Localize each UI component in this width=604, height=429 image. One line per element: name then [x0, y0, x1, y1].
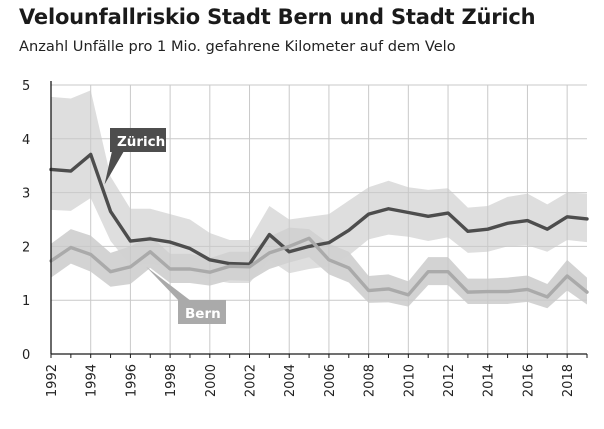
x-tick-label-2000: 2000	[204, 364, 219, 397]
zrich-line	[49, 152, 589, 266]
zrich-band	[51, 90, 587, 283]
y-tick-label-4: 4	[22, 133, 30, 148]
x-tick-label-2006: 2006	[323, 364, 338, 397]
zurich-label-pointer	[104, 151, 124, 185]
annotations: Zürich Bern	[104, 128, 226, 324]
bern-band	[51, 227, 587, 309]
x-tick-label-2018: 2018	[561, 364, 576, 397]
confidence-bands	[51, 90, 587, 309]
bern-label-pointer	[146, 266, 191, 301]
x-tick-label-1998: 1998	[164, 364, 179, 397]
bern-label: Bern	[185, 306, 221, 322]
y-tick-label-1: 1	[22, 294, 30, 309]
x-tick-label-2012: 2012	[442, 364, 457, 397]
chart-title: Velounfallriskio Stadt Bern und Stadt Zü…	[19, 5, 536, 29]
y-tick-label-0: 0	[22, 348, 30, 363]
bern-line	[49, 236, 589, 299]
chart-subtitle: Anzahl Unfälle pro 1 Mio. gefahrene Kilo…	[19, 38, 456, 55]
x-tick-label-1992: 1992	[45, 364, 60, 397]
x-tick-label-2016: 2016	[521, 364, 536, 397]
bern-label-box	[178, 300, 226, 324]
x-tick-label-1994: 1994	[85, 364, 100, 397]
zurich-label-box	[110, 128, 166, 152]
x-tick-label-2002: 2002	[244, 364, 259, 397]
axes: 0 1 2 3 4 5 1992 1994 1996 1998 2000 2002 2004 2006 20…	[22, 79, 588, 397]
x-tick-label-2014: 2014	[482, 364, 497, 397]
series-lines	[49, 152, 589, 299]
y-tick-label-3: 3	[22, 187, 30, 202]
x-tick-label-2010: 2010	[402, 364, 417, 397]
x-tick-label-1996: 1996	[124, 364, 139, 397]
zurich-label: Zürich	[117, 134, 165, 150]
x-tick-label-2008: 2008	[363, 364, 378, 397]
x-tick-label-2004: 2004	[283, 364, 298, 397]
y-tick-label-2: 2	[22, 240, 30, 255]
y-tick-label-5: 5	[22, 79, 30, 94]
